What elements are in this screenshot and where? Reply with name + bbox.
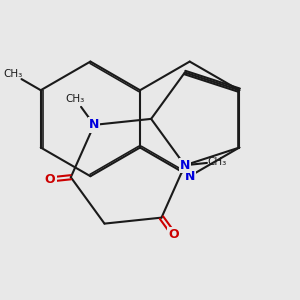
- Text: N: N: [89, 118, 99, 131]
- Text: CH₃: CH₃: [65, 94, 85, 103]
- Text: CH₃: CH₃: [3, 69, 22, 79]
- Text: N: N: [180, 159, 190, 172]
- Text: N: N: [184, 170, 195, 183]
- Text: O: O: [45, 173, 56, 186]
- Text: CH₃: CH₃: [208, 157, 227, 167]
- Text: O: O: [168, 228, 179, 241]
